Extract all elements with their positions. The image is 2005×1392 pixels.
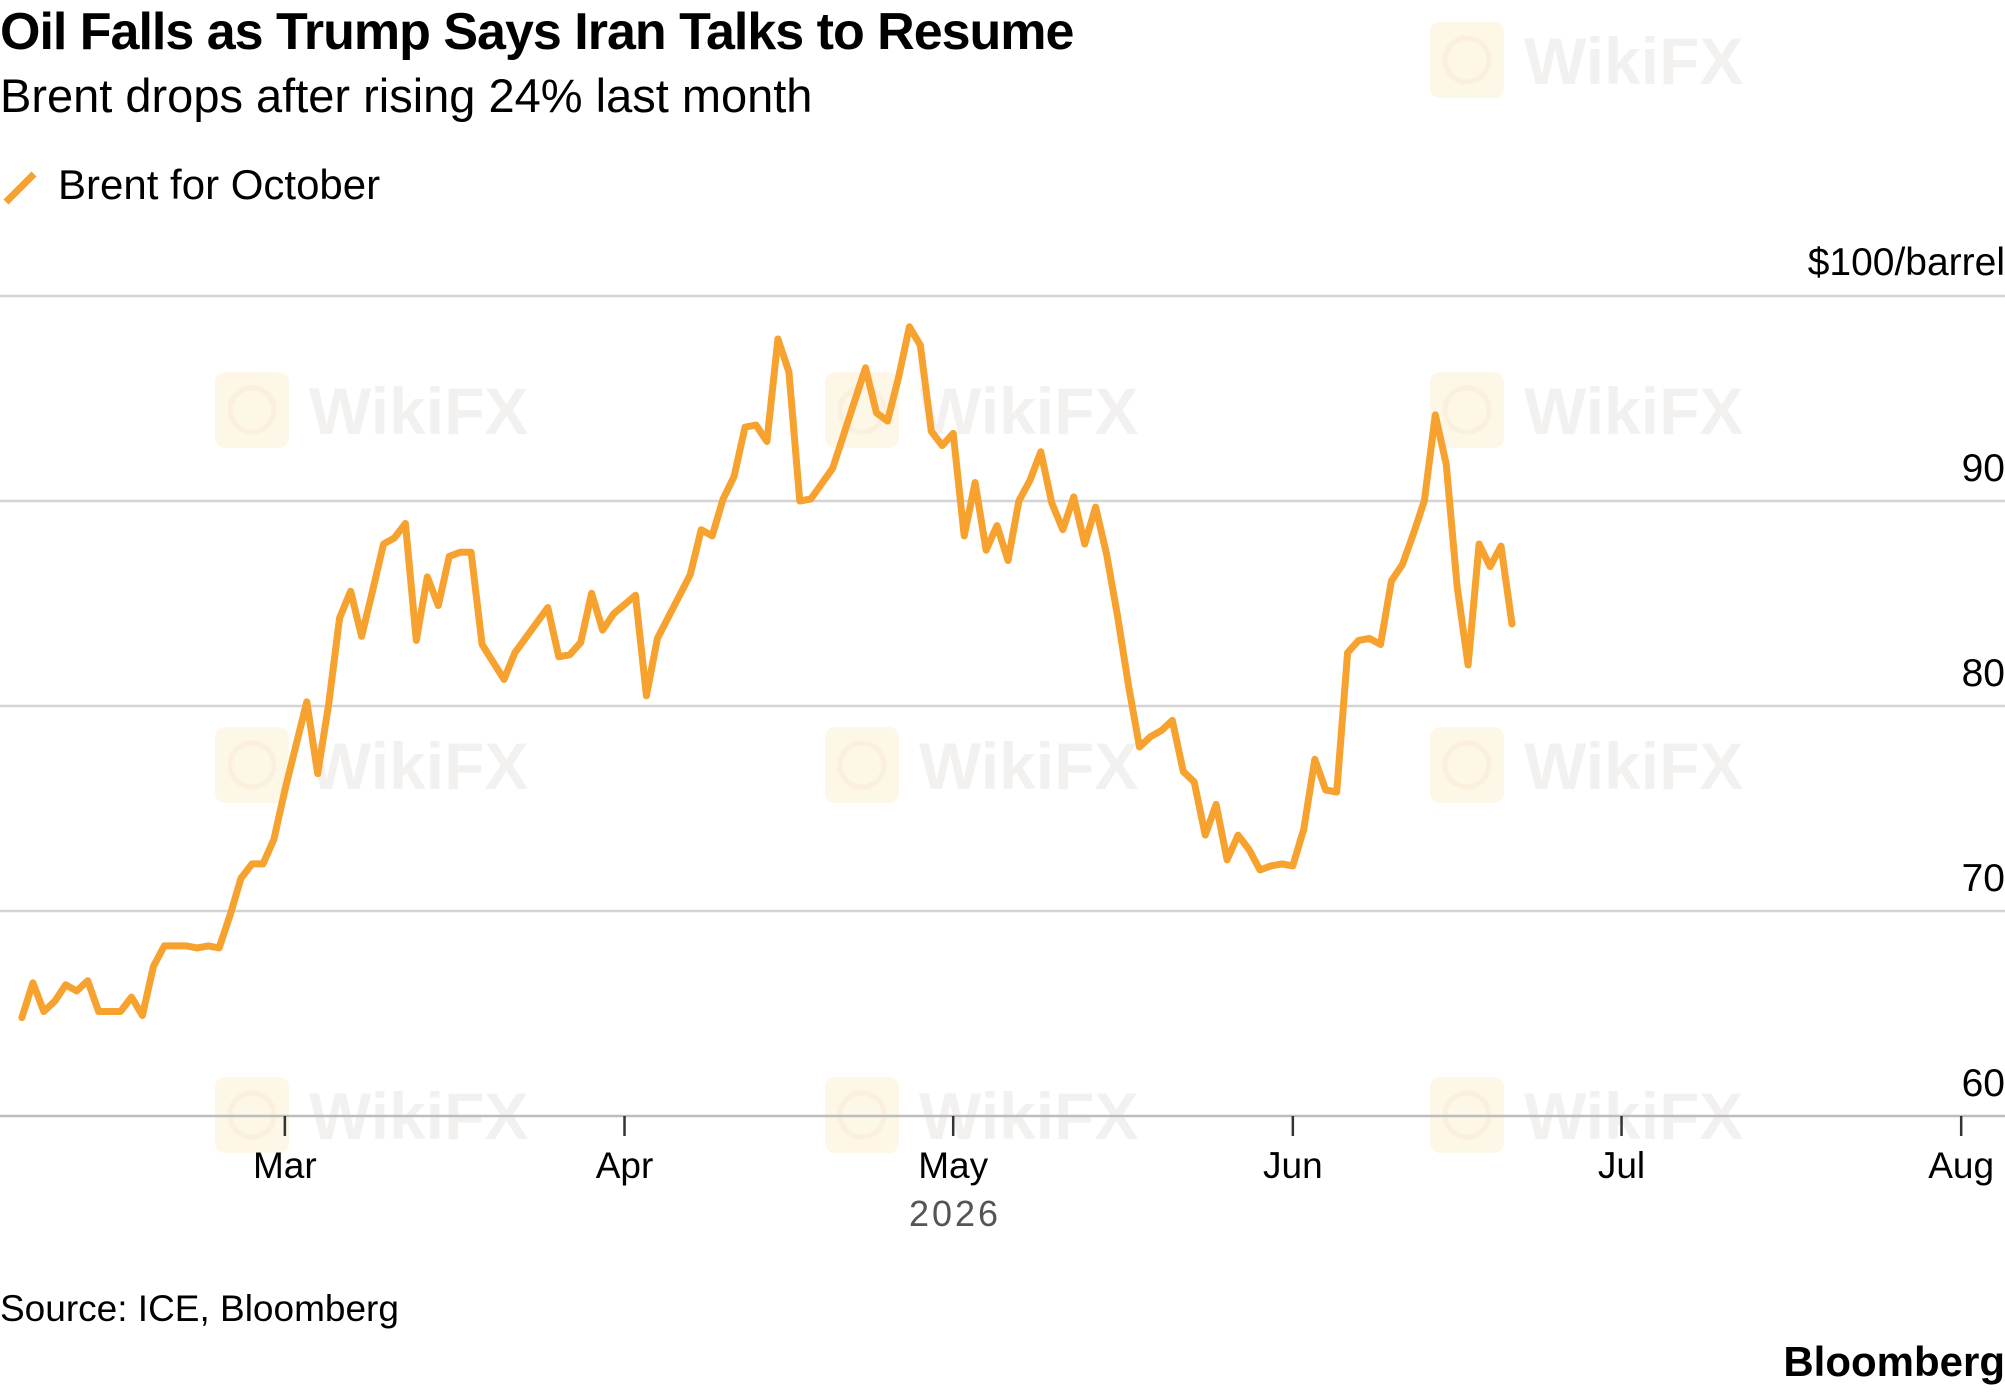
watermark-circle-icon — [1442, 385, 1492, 435]
watermark-1: WikiFX — [215, 372, 528, 448]
chart-subtitle: Brent drops after rising 24% last month — [0, 69, 813, 122]
x-tick-label: Aug — [1928, 1145, 1994, 1186]
watermark-text: WikiFX — [919, 729, 1138, 803]
watermark-text: WikiFX — [1524, 729, 1743, 803]
x-tick-label: Mar — [253, 1145, 317, 1186]
watermark-circle-icon — [227, 385, 277, 435]
watermark-badge-icon — [1430, 22, 1504, 98]
watermark-circle-icon — [227, 740, 277, 790]
y-tick-label: 70 — [1962, 857, 2005, 900]
watermark-3: WikiFX — [1430, 372, 1743, 448]
brand-logo: Bloomberg — [1783, 1338, 2005, 1385]
x-tick-label: May — [918, 1145, 988, 1186]
source-note: Source: ICE, Bloomberg — [0, 1288, 399, 1329]
watermark-text: WikiFX — [309, 374, 528, 448]
watermark-0: WikiFX — [1430, 22, 1743, 98]
y-tick-label: 80 — [1962, 652, 2005, 695]
x-tick-label: Jun — [1263, 1145, 1323, 1186]
chart-title: Oil Falls as Trump Says Iran Talks to Re… — [0, 3, 1074, 61]
legend: Brent for October — [0, 160, 380, 210]
watermark-circle-icon — [1442, 740, 1492, 790]
watermark-badge-icon — [825, 727, 899, 803]
x-tick-label: Jul — [1598, 1145, 1645, 1186]
watermark-text: WikiFX — [309, 729, 528, 803]
watermark-badge-icon — [215, 372, 289, 448]
y-axis-unit-label: $100/barrel — [1808, 241, 2005, 284]
watermark-badge-icon — [1430, 372, 1504, 448]
y-tick-label: 60 — [1962, 1062, 2005, 1105]
watermark-badge-icon — [1430, 727, 1504, 803]
x-axis-year-label: 2026 — [909, 1193, 1001, 1234]
y-tick-labels: 60 70 80 90 — [1962, 447, 2005, 1105]
watermark-5: WikiFX — [825, 727, 1138, 803]
series-layer — [18, 323, 1516, 1022]
watermark-6: WikiFX — [1430, 727, 1743, 803]
watermark-badge-icon — [215, 727, 289, 803]
x-axis: Mar Apr May Jun Jul Aug — [253, 1116, 1994, 1186]
legend-label: Brent for October — [58, 161, 381, 208]
watermark-circle-icon — [1442, 35, 1492, 85]
gridlines — [0, 294, 2005, 1118]
x-tick-label: Apr — [596, 1145, 654, 1186]
watermark-text: WikiFX — [1524, 374, 1743, 448]
watermark-circle-icon — [837, 740, 887, 790]
legend-swatch-icon — [3, 171, 37, 205]
series-line-0 — [18, 323, 1516, 1022]
y-tick-label: 90 — [1962, 447, 2005, 490]
watermark-4: WikiFX — [215, 727, 528, 803]
watermark-text: WikiFX — [1524, 24, 1743, 98]
